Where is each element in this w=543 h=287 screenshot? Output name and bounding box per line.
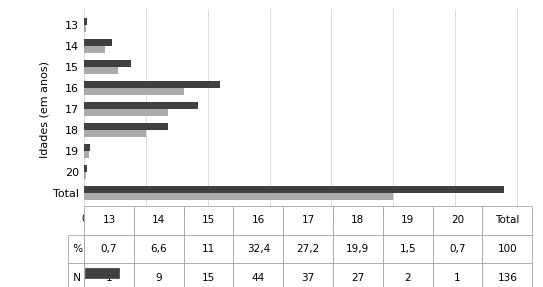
Bar [84, 123, 168, 130]
FancyBboxPatch shape [85, 268, 119, 278]
Bar [84, 172, 86, 179]
Bar [84, 102, 199, 109]
Bar [84, 39, 112, 46]
FancyBboxPatch shape [85, 268, 119, 278]
Bar [84, 109, 168, 117]
Bar [84, 151, 89, 158]
Bar [84, 186, 504, 193]
Bar [84, 81, 220, 88]
Bar [84, 193, 393, 200]
Bar [84, 18, 87, 25]
Bar [84, 144, 90, 151]
Bar [84, 46, 105, 53]
Bar [84, 165, 87, 172]
Bar [84, 130, 146, 137]
Bar [84, 67, 118, 74]
Bar [84, 60, 130, 67]
Bar [84, 88, 184, 95]
Bar [84, 25, 86, 32]
Y-axis label: Idades (em anos): Idades (em anos) [39, 61, 49, 158]
